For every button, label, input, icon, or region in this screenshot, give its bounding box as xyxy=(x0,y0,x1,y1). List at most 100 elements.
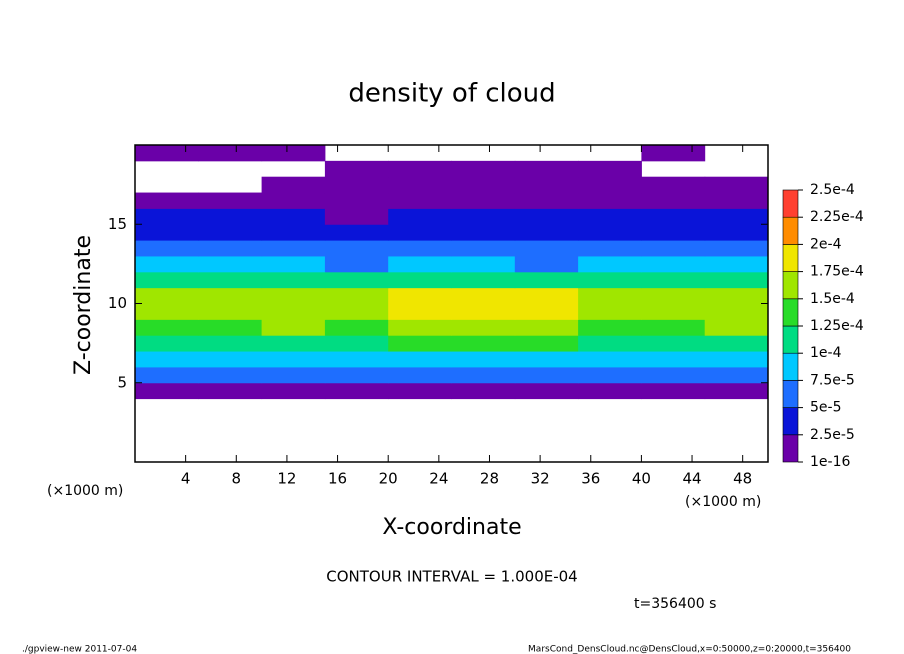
heat-cell xyxy=(135,208,199,225)
heat-cell xyxy=(198,208,263,225)
heat-cell xyxy=(704,382,769,400)
heat-cell xyxy=(135,319,199,336)
x-tick-label: 12 xyxy=(277,470,296,488)
heat-cell xyxy=(578,160,642,178)
heat-cell xyxy=(261,335,326,352)
x-tick-label: 36 xyxy=(581,470,600,488)
heat-cell xyxy=(641,319,706,336)
heat-cell xyxy=(704,192,769,209)
heat-cell xyxy=(198,366,263,384)
heat-cell xyxy=(704,271,769,289)
heat-cell xyxy=(198,255,263,273)
heat-cell xyxy=(451,287,516,304)
x-tick-label: 16 xyxy=(328,470,347,488)
colorbar-label: 1.75e-4 xyxy=(810,264,864,280)
heat-cell xyxy=(324,176,389,194)
heat-cell xyxy=(641,208,706,225)
heat-cell xyxy=(514,208,579,225)
heat-cell xyxy=(261,192,326,209)
heat-cell xyxy=(451,335,516,352)
heat-cell xyxy=(135,240,199,257)
heat-cell xyxy=(641,271,706,289)
heat-cell xyxy=(514,192,579,209)
colorbar-label: 7.5e-5 xyxy=(810,372,855,388)
heat-cell xyxy=(641,145,706,162)
heat-cell xyxy=(451,271,516,289)
heat-cell xyxy=(324,319,389,336)
heat-cell xyxy=(704,240,769,257)
colorbar-label: 2e-4 xyxy=(810,236,842,252)
heat-cell xyxy=(198,319,263,336)
heat-cell xyxy=(388,160,452,178)
heat-cell xyxy=(261,240,326,257)
heat-cell xyxy=(388,335,452,352)
x-unit-label: (×1000 m) xyxy=(685,494,761,510)
heat-cell xyxy=(641,303,706,320)
x-tick-label: 40 xyxy=(632,470,651,488)
heat-cell xyxy=(388,255,452,273)
x-tick-label: 28 xyxy=(480,470,499,488)
heat-cell xyxy=(514,335,579,352)
heat-cell xyxy=(261,224,326,241)
heat-cell xyxy=(135,303,199,320)
colorbar-label: 2.5e-5 xyxy=(810,427,855,443)
heat-cell xyxy=(514,382,579,400)
heat-cell xyxy=(324,160,389,178)
heat-cell xyxy=(578,192,642,209)
heat-cell xyxy=(704,319,769,336)
heat-cell xyxy=(641,224,706,241)
heat-cell xyxy=(388,287,452,304)
heat-cell xyxy=(388,319,452,336)
heat-cell xyxy=(514,271,579,289)
heat-cell xyxy=(388,351,452,368)
colorbar-label: 2.25e-4 xyxy=(810,209,864,225)
heat-cell xyxy=(451,208,516,225)
heat-cell xyxy=(135,255,199,273)
heat-cell xyxy=(704,224,769,241)
heat-cell xyxy=(388,366,452,384)
heat-cell xyxy=(198,240,263,257)
heat-cell xyxy=(514,319,579,336)
heat-cell xyxy=(388,192,452,209)
heat-cell xyxy=(451,319,516,336)
heat-cell xyxy=(641,176,706,194)
heat-cell xyxy=(578,287,642,304)
heat-cell xyxy=(451,192,516,209)
heat-cell xyxy=(324,240,389,257)
contour-interval: CONTOUR INTERVAL = 1.000E-04 xyxy=(326,568,577,586)
heat-cell xyxy=(261,366,326,384)
heat-cell xyxy=(514,176,579,194)
heat-cell xyxy=(641,382,706,400)
heat-cell xyxy=(578,351,642,368)
heat-cell xyxy=(324,303,389,320)
heat-cell xyxy=(135,335,199,352)
heat-cell xyxy=(198,145,263,162)
heat-cell xyxy=(514,287,579,304)
heat-cell xyxy=(578,366,642,384)
heat-cell xyxy=(451,255,516,273)
heat-cell xyxy=(324,287,389,304)
heat-cell xyxy=(451,160,516,178)
heat-cell xyxy=(641,240,706,257)
heat-cell xyxy=(198,287,263,304)
colorbar-box xyxy=(782,352,799,381)
heat-cell xyxy=(578,208,642,225)
footer-right: MarsCond_DensCloud.nc@DensCloud,x=0:5000… xyxy=(528,645,851,654)
heat-cell xyxy=(451,176,516,194)
heat-cell xyxy=(261,176,326,194)
heat-cell xyxy=(135,382,199,400)
heat-cell xyxy=(514,240,579,257)
y-tick-label: 5 xyxy=(117,373,127,391)
x-tick-label: 24 xyxy=(429,470,448,488)
colorbar-label: 2.5e-4 xyxy=(810,182,855,198)
colorbar-box xyxy=(782,189,799,218)
colorbar-box xyxy=(782,325,799,354)
heat-cell xyxy=(704,335,769,352)
heat-cell xyxy=(388,224,452,241)
heat-cell xyxy=(514,351,579,368)
x-tick-label: 44 xyxy=(682,470,701,488)
y-tick-label: 10 xyxy=(108,294,127,312)
heat-cell xyxy=(578,224,642,241)
heat-cell xyxy=(198,335,263,352)
